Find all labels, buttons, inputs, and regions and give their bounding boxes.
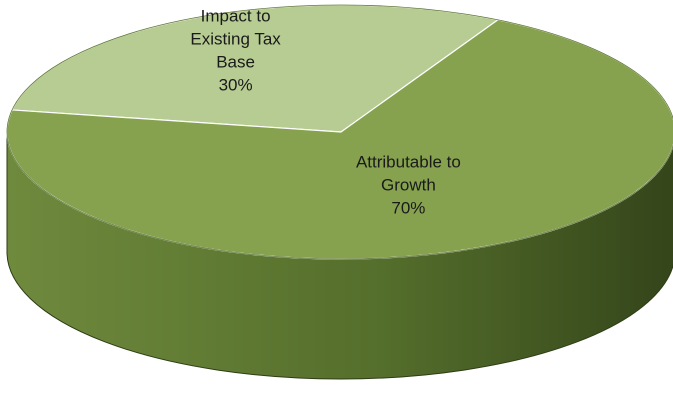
- pie-top-face: [6, 4, 673, 260]
- slice-label-name-1-0: Attributable to: [356, 153, 461, 172]
- slice-label-percent-1: 70%: [391, 199, 425, 218]
- slice-label-percent-0: 30%: [219, 75, 253, 94]
- slice-label-name-1-1: Growth: [381, 176, 436, 195]
- pie-labels: Impact to Existing Tax Base 30% Attributable…: [190, 6, 460, 217]
- slice-label-name-0-0: Impact to: [201, 6, 271, 25]
- slice-label-name-0-1: Existing Tax: [190, 29, 281, 48]
- pie-top-rim: [6, 4, 673, 260]
- slice-label-name-0-2: Base: [216, 52, 255, 71]
